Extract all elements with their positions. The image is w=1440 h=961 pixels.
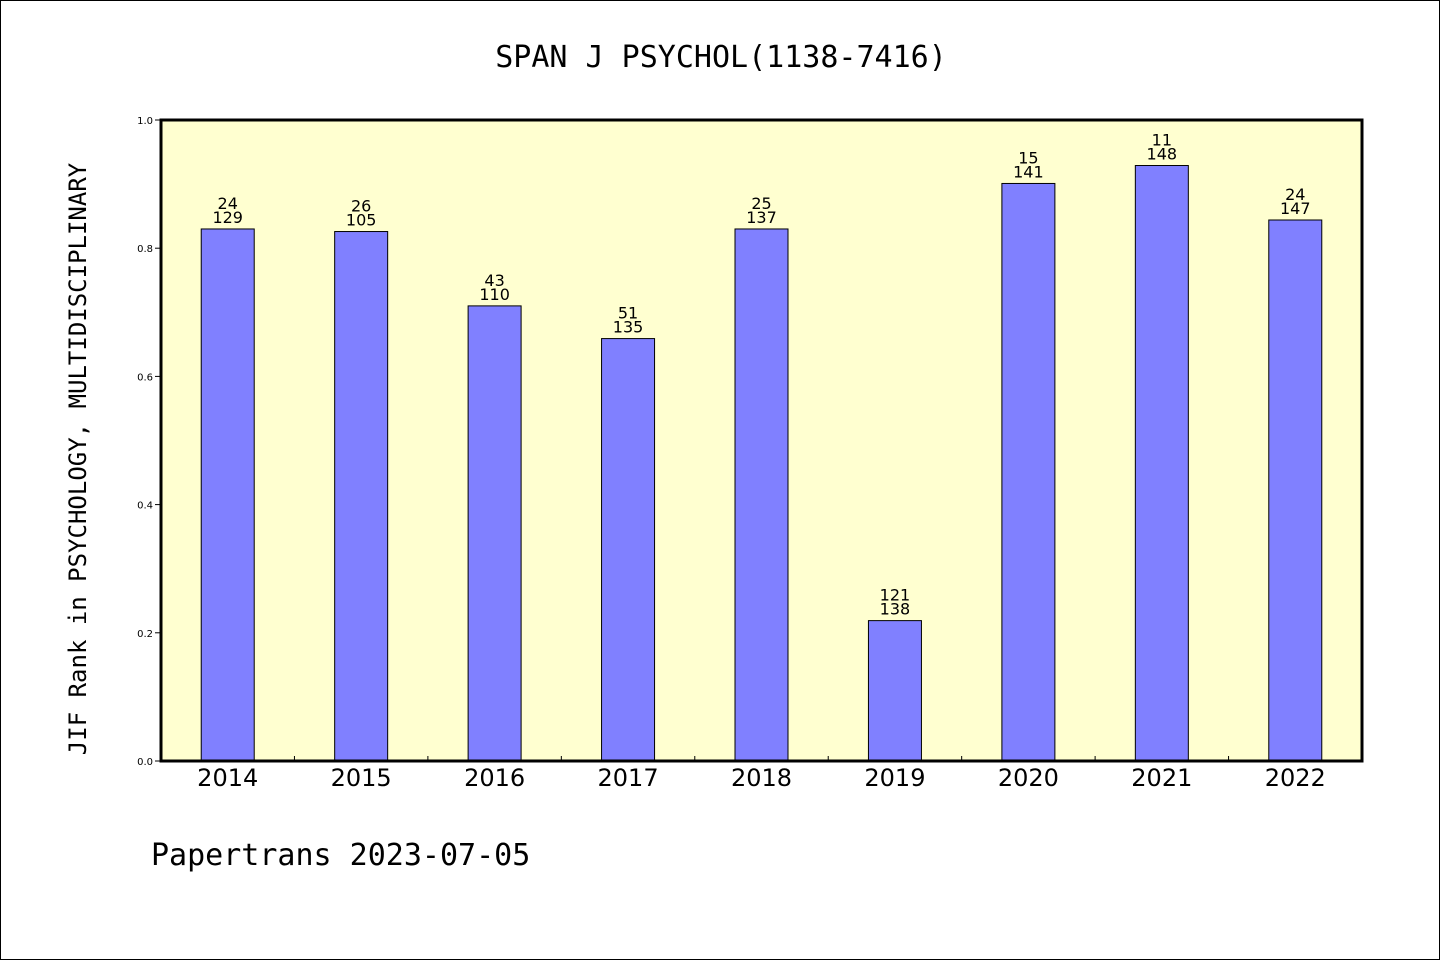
y-tick-label: 0.2 <box>137 629 153 640</box>
bar-rank-label-2020: 15 <box>1018 148 1038 167</box>
bar-2021 <box>1134 165 1189 762</box>
bar-labels-layer: 2412926105431105113525137121138151411114… <box>212 131 1310 619</box>
y-tick-label: 0.6 <box>137 372 153 383</box>
x-tick-label-2017: 2017 <box>598 764 659 792</box>
bar-total-label-2022: 147 <box>1280 199 1311 218</box>
x-axis: 2014 2015 2016 2017 2018 2019 2020 2021 2022 <box>197 756 1326 792</box>
bar-2022 <box>1268 219 1323 762</box>
bar-total-label-2018: 137 <box>746 208 777 227</box>
chart-title: SPAN J PSYCHOL(1138-7416) <box>495 40 947 75</box>
bar-2020 <box>1001 182 1056 762</box>
bar-rank-label-2017: 51 <box>618 304 638 323</box>
x-tick-label-2019: 2019 <box>864 764 925 792</box>
y-axis-label: JIF Rank in PSYCHOLOGY, MULTIDISCIPLINAR… <box>64 162 92 755</box>
bar-rank-label-2022: 24 <box>1285 185 1305 204</box>
plot-border <box>159 118 1364 763</box>
bar-rank-label-2014: 24 <box>218 194 238 213</box>
bar-total-label-2021: 148 <box>1147 145 1178 164</box>
x-tick-label-2021: 2021 <box>1131 764 1192 792</box>
bar-rank-label-2021: 11 <box>1152 131 1172 150</box>
bar-rank-label-2016: 43 <box>484 271 504 290</box>
x-tick-label-2014: 2014 <box>197 764 258 792</box>
bar-rank-label-2019: 121 <box>880 586 911 605</box>
bar-total-label-2017: 135 <box>613 318 644 337</box>
y-tick-label: 1.0 <box>137 116 153 127</box>
bar-2017 <box>601 338 656 762</box>
bars-layer <box>200 165 1323 762</box>
bar-2015 <box>334 231 389 762</box>
bar-2016 <box>467 305 522 762</box>
x-tick-label-2020: 2020 <box>998 764 1059 792</box>
bar-total-label-2016: 110 <box>479 285 510 304</box>
bar-total-label-2015: 105 <box>346 211 377 230</box>
bar-total-label-2020: 141 <box>1013 162 1044 181</box>
x-tick-label-2015: 2015 <box>331 764 392 792</box>
x-tick-label-2022: 2022 <box>1265 764 1326 792</box>
bar-total-label-2019: 138 <box>880 600 911 619</box>
y-tick-label: 0.0 <box>137 757 153 768</box>
bar-rank-label-2018: 25 <box>751 194 771 213</box>
bar-rank-label-2015: 26 <box>351 197 371 216</box>
bar-2014 <box>200 228 255 762</box>
y-axis: 0.0 0.2 0.4 0.6 0.8 1.0 <box>137 116 161 768</box>
x-tick-label-2016: 2016 <box>464 764 525 792</box>
x-tick-label-2018: 2018 <box>731 764 792 792</box>
footer-credit: Papertrans 2023-07-05 <box>151 838 530 873</box>
y-tick-label: 0.8 <box>137 244 153 255</box>
y-tick-label: 0.4 <box>137 501 153 512</box>
bar-total-label-2014: 129 <box>212 208 243 227</box>
bar-2019 <box>867 620 922 762</box>
bar-2018 <box>734 228 789 762</box>
